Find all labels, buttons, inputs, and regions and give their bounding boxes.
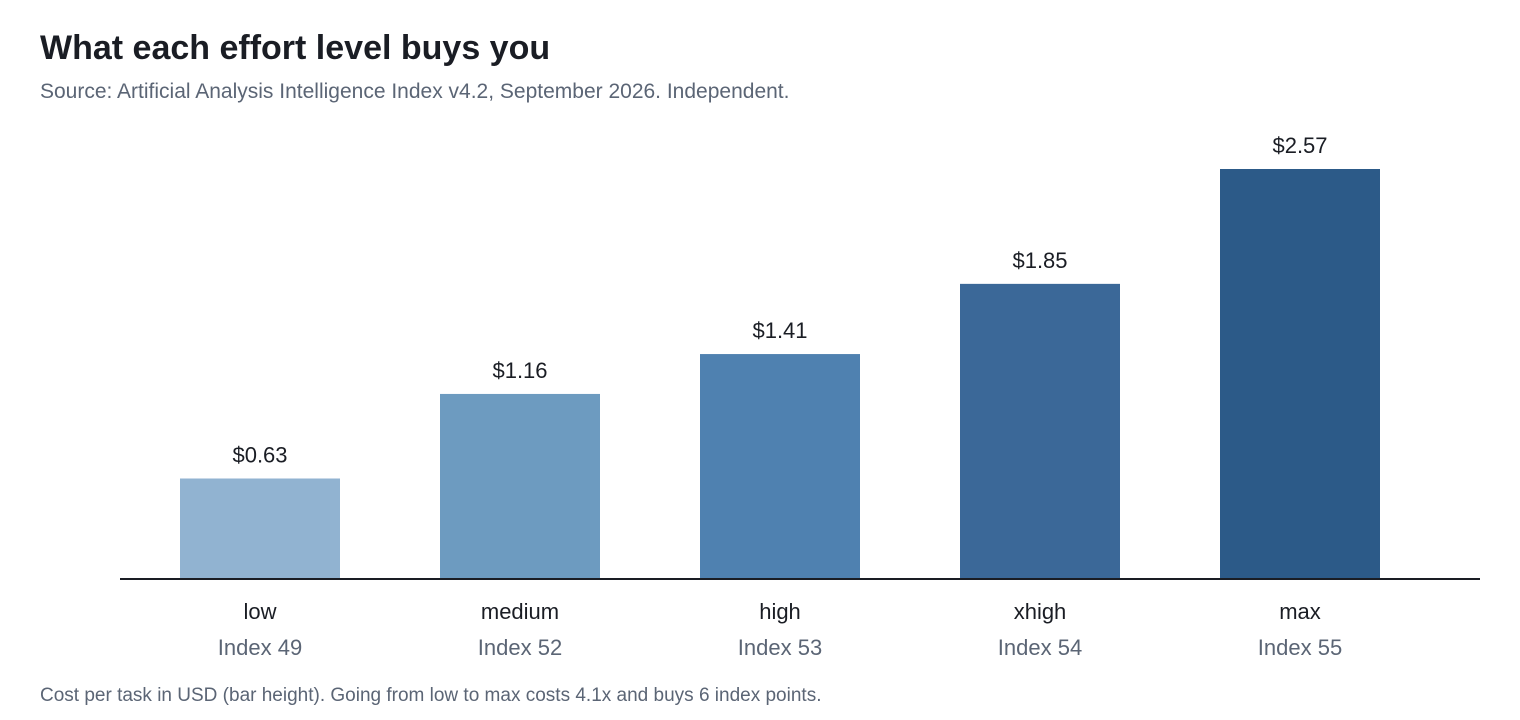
category-label-xhigh: xhigh: [1014, 599, 1067, 624]
index-label-xhigh: Index 54: [998, 635, 1082, 660]
value-label-low: $0.63: [232, 442, 287, 467]
chart-title: What each effort level buys you: [40, 29, 551, 67]
chart-subtitle: Source: Artificial Analysis Intelligence…: [40, 80, 790, 103]
category-label-high: high: [759, 599, 801, 624]
value-label-high: $1.41: [752, 318, 807, 343]
bar-low: [180, 478, 340, 579]
bar-xhigh: [960, 283, 1120, 579]
index-label-high: Index 53: [738, 635, 822, 660]
bar-high: [700, 354, 860, 579]
index-label-low: Index 49: [218, 635, 302, 660]
value-label-medium: $1.16: [492, 358, 547, 383]
category-label-max: max: [1279, 599, 1321, 624]
chart-footnote: Cost per task in USD (bar height). Going…: [40, 685, 822, 706]
index-label-max: Index 55: [1258, 635, 1342, 660]
value-label-max: $2.57: [1272, 133, 1327, 158]
labels-layer: $0.63 low Index 49 $1.16 medium Index 52 $1.41…: [218, 133, 1342, 660]
bar-max: [1220, 169, 1380, 579]
index-label-medium: Index 52: [478, 635, 562, 660]
bar-medium: [440, 393, 600, 579]
category-label-low: low: [243, 599, 276, 624]
category-label-medium: medium: [481, 599, 559, 624]
value-label-xhigh: $1.85: [1012, 248, 1067, 273]
bars-layer: [180, 169, 1380, 579]
